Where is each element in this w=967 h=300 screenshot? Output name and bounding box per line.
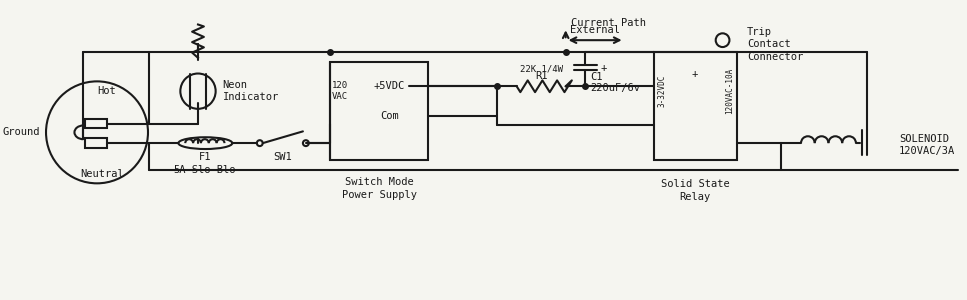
Text: R1: R1: [535, 71, 547, 82]
Text: Trip
Contact
Connector: Trip Contact Connector: [747, 27, 804, 62]
Text: Neutral: Neutral: [80, 169, 124, 178]
Text: C1: C1: [590, 72, 602, 82]
Text: SW1: SW1: [273, 152, 292, 162]
Text: Switch Mode
Power Supply: Switch Mode Power Supply: [342, 178, 417, 200]
Text: 220uF/6v: 220uF/6v: [590, 83, 640, 93]
Text: +5VDC: +5VDC: [373, 81, 405, 91]
Bar: [654, 52, 737, 160]
Text: 120
VAC: 120 VAC: [332, 81, 348, 101]
Text: Hot: Hot: [98, 86, 116, 96]
Text: Ground: Ground: [3, 128, 41, 137]
Text: Com: Com: [380, 111, 398, 121]
Text: +: +: [601, 63, 607, 73]
Text: External: External: [571, 26, 620, 35]
Text: 3-32VDC: 3-32VDC: [658, 75, 666, 107]
Bar: [331, 62, 428, 160]
Bar: [85, 138, 106, 148]
Text: Current Path: Current Path: [571, 17, 646, 28]
Text: +: +: [692, 68, 698, 79]
Text: 5A-Slo-Blo: 5A-Slo-Blo: [174, 165, 236, 175]
Text: Neon
Indicator: Neon Indicator: [222, 80, 278, 102]
Text: SOLENOID
120VAC/3A: SOLENOID 120VAC/3A: [899, 134, 955, 156]
Text: 120VAC-10A: 120VAC-10A: [725, 68, 734, 114]
Bar: [85, 118, 106, 128]
Text: 22K 1/4W: 22K 1/4W: [519, 64, 563, 73]
Text: Solid State
Relay: Solid State Relay: [660, 179, 729, 202]
Text: F1: F1: [198, 152, 211, 162]
